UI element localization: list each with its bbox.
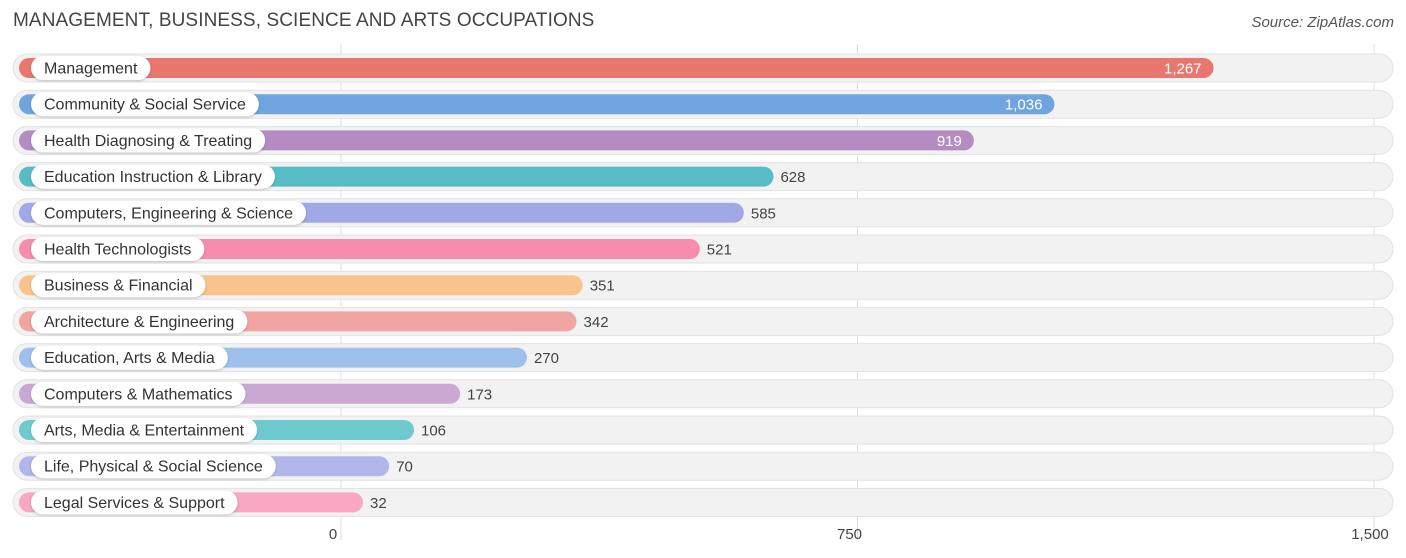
bar-label: Architecture & Engineering [44,314,234,331]
bar-row: Computers, Engineering & Science 585 [12,198,1394,228]
bar-label: Life, Physical & Social Science [44,459,263,476]
x-tick-label: 1,500 [1351,526,1389,543]
value-label: 173 [467,386,492,403]
bar [19,58,1214,78]
bar-row: Computers & Mathematics 173 [12,379,1394,409]
bar-label-pill [31,92,259,117]
bar-label: Health Technologists [44,242,191,259]
x-tick-label: 750 [837,526,862,543]
bar-label-pill [31,454,276,479]
bar-label-pill [31,345,228,370]
value-label: 521 [707,242,732,259]
bar-label-pill [31,56,151,80]
value-label: 1,267 [1164,61,1202,78]
bar-row: Community & Social Service 1,036 [12,89,1394,119]
value-label: 270 [534,350,559,367]
bar [19,94,1055,115]
value-label: 342 [584,314,609,331]
bar-label-pill [31,273,206,298]
bar-label-pill [31,237,205,261]
x-axis: 0 750 1,500 [329,526,1389,543]
bar-label-pill [31,490,238,515]
bar-label-pill [31,200,307,225]
bar-label: Education, Arts & Media [44,350,215,367]
bar-label: Computers & Mathematics [44,386,233,403]
bar-label: Business & Financial [44,278,193,295]
value-label: 70 [396,459,413,476]
bar-row: Management 1,267 [12,53,1394,83]
bar-row: Life, Physical & Social Science 70 [12,451,1394,481]
bar-label: Education Instruction & Library [44,169,262,186]
value-label: 585 [751,205,776,222]
value-label: 351 [590,278,615,295]
bar-row: Health Diagnosing & Treating 919 [12,125,1394,155]
bar-label: Arts, Media & Entertainment [44,423,245,440]
bar-label-pill [31,418,258,442]
bar-row: Arts, Media & Entertainment 106 [12,415,1394,445]
value-label: 628 [780,169,805,186]
bar-label-pill [31,128,266,153]
bar-label-pill [31,309,248,334]
bar-label: Health Diagnosing & Treating [44,133,252,150]
bar-label-pill [31,381,246,406]
value-label: 1,036 [1005,97,1043,114]
bar-label: Legal Services & Support [44,495,225,512]
x-tick-label: 0 [329,526,337,543]
value-label: 106 [421,423,446,440]
value-label: 32 [370,495,387,512]
chart-source: Source: ZipAtlas.com [1251,14,1394,31]
bar-row: Business & Financial 351 [12,270,1394,300]
bar-label-pill [31,164,275,189]
bar-label: Management [44,61,138,78]
bar-row: Health Technologists 521 [12,234,1394,264]
bar-label: Computers, Engineering & Science [44,205,293,222]
bar-row: Education Instruction & Library 628 [12,162,1394,192]
bar-row: Education, Arts & Media 270 [12,343,1394,373]
bar-label: Community & Social Service [44,97,246,114]
bar-row: Legal Services & Support 32 [12,487,1394,517]
value-label: 919 [937,133,962,150]
chart-title: MANAGEMENT, BUSINESS, SCIENCE AND ARTS O… [13,10,595,31]
bars-layer: Management 1,267 Community & Social Servic… [12,53,1394,517]
bar-row: Architecture & Engineering 342 [12,306,1394,336]
